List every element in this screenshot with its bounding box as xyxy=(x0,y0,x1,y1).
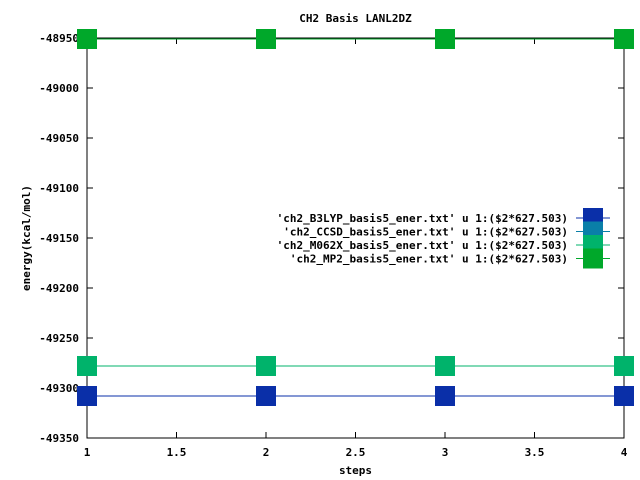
series-0-point xyxy=(77,386,97,406)
series-2-point xyxy=(614,356,634,376)
legend-label: 'ch2_CCSD_basis5_ener.txt' u 1:($2*627.5… xyxy=(283,226,568,239)
y-tick-label: -49000 xyxy=(39,82,79,95)
y-tick-label: -49050 xyxy=(39,132,79,145)
x-tick-label: 3 xyxy=(442,446,449,459)
series-3-point xyxy=(435,29,455,49)
series-3-point xyxy=(614,29,634,49)
legend-label: 'ch2_B3LYP_basis5_ener.txt' u 1:($2*627.… xyxy=(277,212,568,225)
y-tick-label: -49200 xyxy=(39,282,79,295)
y-tick-label: -49100 xyxy=(39,182,79,195)
series-2-point xyxy=(77,356,97,376)
x-axis-label: steps xyxy=(339,464,372,477)
series-0-point xyxy=(256,386,276,406)
series-2-point xyxy=(256,356,276,376)
x-tick-label: 2.5 xyxy=(346,446,366,459)
series-3-point xyxy=(77,29,97,49)
x-tick-label: 1.5 xyxy=(167,446,187,459)
y-tick-label: -49300 xyxy=(39,382,79,395)
y-axis-ticks: -48950 -49000 -49050 -49100 -49150 -49200 -492… xyxy=(39,32,624,445)
y-tick-label: -49350 xyxy=(39,432,79,445)
y-tick-label: -49250 xyxy=(39,332,79,345)
x-tick-label: 1 xyxy=(84,446,91,459)
y-axis-label: energy(kcal/mol) xyxy=(20,185,33,291)
series-3-point xyxy=(256,29,276,49)
series-layer xyxy=(77,29,634,406)
chart-title: CH2 Basis LANL2DZ xyxy=(299,12,412,25)
series-2-point xyxy=(435,356,455,376)
legend-label: 'ch2_MP2_basis5_ener.txt' u 1:($2*627.50… xyxy=(290,253,568,266)
legend-marker xyxy=(583,248,603,269)
x-tick-label: 4 xyxy=(621,446,628,459)
legend-label: 'ch2_M062X_basis5_ener.txt' u 1:($2*627.… xyxy=(277,239,568,252)
y-tick-label: -49150 xyxy=(39,232,79,245)
legend: 'ch2_B3LYP_basis5_ener.txt' u 1:($2*627.… xyxy=(277,208,610,269)
y-tick-label: -48950 xyxy=(39,32,79,45)
series-0-point xyxy=(435,386,455,406)
x-tick-label: 2 xyxy=(263,446,270,459)
x-tick-label: 3.5 xyxy=(525,446,545,459)
series-0-point xyxy=(614,386,634,406)
